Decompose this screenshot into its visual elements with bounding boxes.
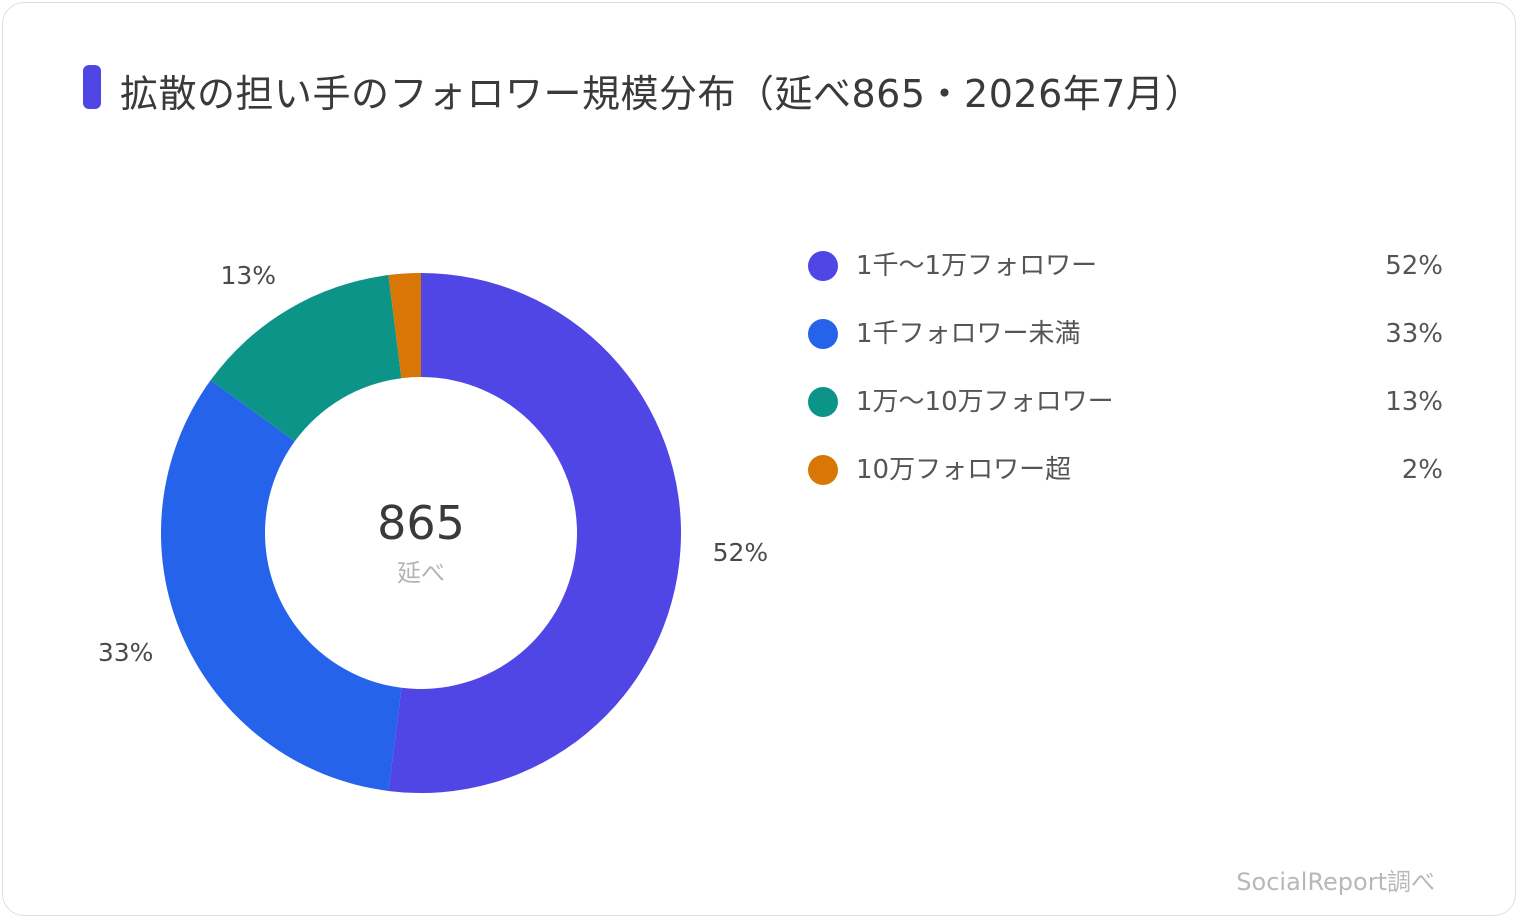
title-accent-bar [83, 65, 101, 109]
source-note: SocialReport調べ [1236, 868, 1435, 896]
legend-swatch [808, 251, 838, 281]
donut-slice-1 [388, 273, 681, 793]
legend: 1千〜1万フォロワー 52% 1千フォロワー未満 33% 1万〜10万フォロワー 13% 1… [808, 244, 1443, 516]
legend-item-4: 10万フォロワー超 2% [808, 448, 1443, 516]
donut-slice-3 [210, 275, 402, 442]
chart-title: 拡散の担い手のフォロワー規模分布（延べ865・2026年7月） [120, 72, 1203, 116]
donut-chart: 52% 33% 13% 865 延べ [98, 261, 769, 793]
slice-label-3: 13% [220, 261, 276, 290]
legend-label: 1千フォロワー未満 [856, 319, 1081, 349]
slice-label-2: 33% [98, 638, 154, 667]
legend-value: 13% [1385, 387, 1443, 417]
legend-swatch [808, 319, 838, 349]
legend-value: 52% [1385, 251, 1443, 281]
donut-slice-2 [161, 380, 402, 791]
slice-label-1: 52% [713, 538, 769, 567]
legend-value: 33% [1385, 319, 1443, 349]
center-total-unit: 延べ [397, 559, 445, 587]
legend-swatch [808, 387, 838, 417]
legend-label: 10万フォロワー超 [856, 455, 1072, 485]
legend-label: 1千〜1万フォロワー [856, 251, 1098, 281]
legend-swatch [808, 455, 838, 485]
legend-item-3: 1万〜10万フォロワー 13% [808, 380, 1443, 448]
legend-value: 2% [1401, 455, 1443, 485]
legend-label: 1万〜10万フォロワー [856, 387, 1114, 417]
donut-slice-4 [388, 273, 421, 379]
center-total-value: 865 [377, 496, 465, 550]
legend-item-2: 1千フォロワー未満 33% [808, 312, 1443, 380]
legend-item-1: 1千〜1万フォロワー 52% [808, 244, 1443, 312]
